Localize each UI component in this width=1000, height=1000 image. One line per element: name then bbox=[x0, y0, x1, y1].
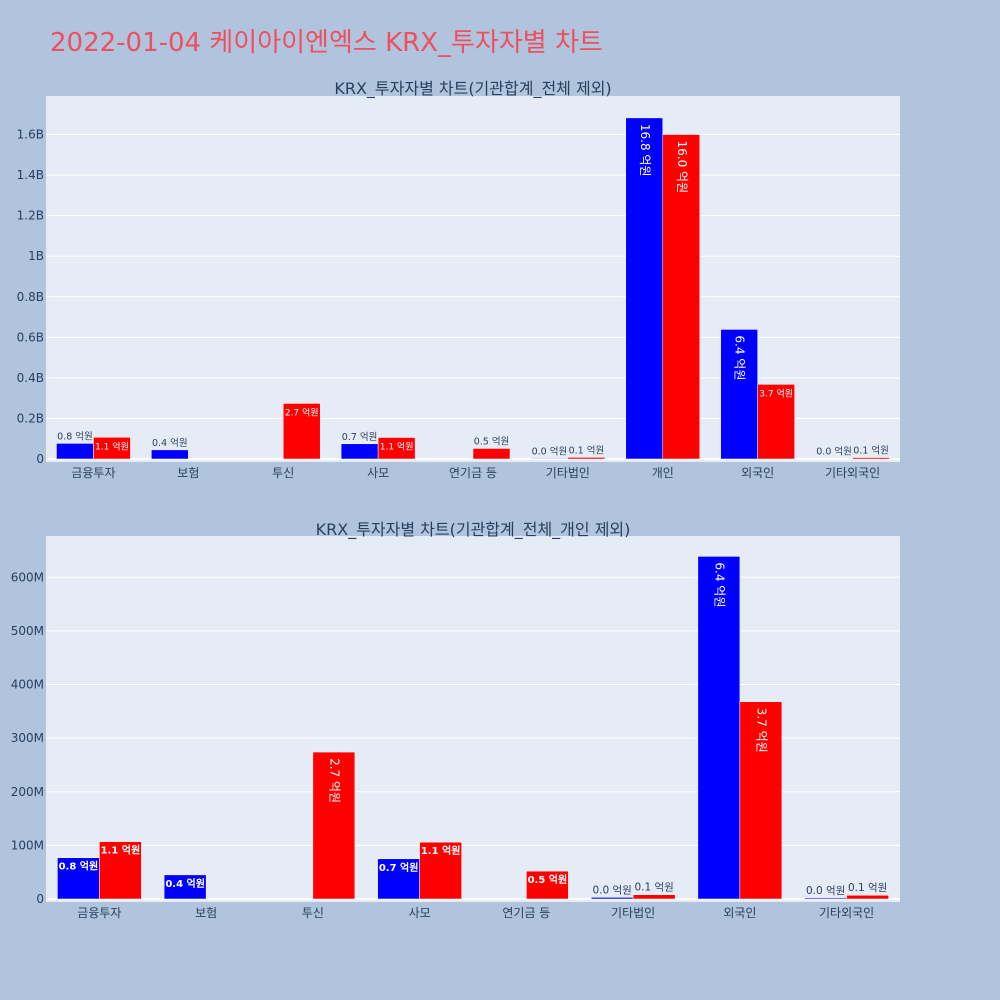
y-tick-label: 0.2B bbox=[17, 411, 44, 425]
bar bbox=[99, 841, 142, 900]
bar bbox=[526, 870, 569, 900]
data-label: 0.1 억원 bbox=[634, 882, 673, 894]
x-tick-label: 기타외국인 bbox=[825, 466, 880, 480]
y-tick-label: 0 bbox=[36, 452, 44, 466]
bar bbox=[151, 449, 189, 460]
data-label: 0.5 억원 bbox=[474, 435, 510, 447]
x-tick-label: 금융투자 bbox=[77, 906, 121, 920]
data-label: 3.7 억원 bbox=[759, 387, 793, 399]
data-label: 1.1 억원 bbox=[380, 441, 414, 453]
y-tick-label: 1.4B bbox=[17, 168, 44, 182]
bar bbox=[804, 897, 847, 900]
bar bbox=[757, 384, 795, 460]
x-tick-label: 연기금 등 bbox=[502, 906, 550, 920]
chart-title: KRX_투자자별 차트(기관합계_전체 제외) bbox=[334, 79, 611, 99]
y-tick-label: 1.2B bbox=[17, 209, 44, 223]
chart-1: 0 0.2B 0.4B 0.6B 0.8B 1B 1.2B 1.4B 1.6B KRX_투자자별 … bbox=[17, 79, 900, 480]
y-tick-label: 500M bbox=[11, 624, 44, 638]
y-tick-label: 0.4B bbox=[17, 371, 44, 385]
x-tick-label: 외국인 bbox=[723, 906, 756, 920]
data-label: 1.1 억원 bbox=[421, 844, 461, 857]
bar bbox=[419, 841, 462, 900]
x-tick-label: 기타외국인 bbox=[819, 906, 874, 920]
bar bbox=[625, 117, 664, 460]
data-label: 0.1 억원 bbox=[848, 882, 887, 894]
data-label: 1.1 억원 bbox=[95, 440, 129, 452]
y-tick-label: 1B bbox=[28, 249, 44, 263]
data-label: 1.1 억원 bbox=[101, 844, 141, 857]
y-tick-label: 100M bbox=[11, 838, 44, 852]
y-tick-label: 0.6B bbox=[17, 330, 44, 344]
bar bbox=[312, 751, 356, 900]
data-label: 0.8 억원 bbox=[57, 430, 93, 442]
bar bbox=[163, 874, 207, 900]
data-label: 3.7 억원 bbox=[754, 708, 768, 753]
chart-title: KRX_투자자별 차트(기관합계_전체_개인 제외) bbox=[316, 520, 631, 540]
y-tick-label: 0.8B bbox=[17, 290, 44, 304]
data-label: 0.0 억원 bbox=[532, 445, 568, 457]
y-tick-label: 300M bbox=[11, 731, 44, 745]
x-tick-label: 외국인 bbox=[741, 466, 774, 480]
x-tick-label: 금융투자 bbox=[71, 466, 115, 480]
x-tick-label: 연기금 등 bbox=[449, 466, 497, 480]
data-label: 2.7 억원 bbox=[327, 758, 341, 803]
data-label: 6.4 억원 bbox=[712, 562, 726, 607]
y-tick-label: 1.6B bbox=[17, 128, 44, 142]
x-tick-label: 개인 bbox=[652, 466, 674, 480]
y-tick-label: 200M bbox=[11, 785, 44, 799]
bar bbox=[530, 458, 569, 460]
data-label: 0.0 억원 bbox=[806, 885, 845, 897]
data-label: 0.8 억원 bbox=[59, 860, 99, 873]
x-tick-label: 보험 bbox=[195, 906, 217, 920]
x-tick-label: 사모 bbox=[409, 906, 431, 920]
bar bbox=[590, 897, 634, 900]
bar bbox=[56, 443, 94, 460]
data-label: 0.0 억원 bbox=[816, 446, 852, 458]
data-label: 0.4 억원 bbox=[152, 437, 188, 449]
x-tick-label: 기타법인 bbox=[546, 466, 590, 480]
bar bbox=[852, 457, 890, 460]
data-label: 0.1 억원 bbox=[569, 444, 605, 456]
x-tick-label: 투신 bbox=[302, 906, 324, 920]
data-label: 0.7 억원 bbox=[342, 431, 378, 443]
data-label: 2.7 억원 bbox=[285, 406, 319, 418]
y-tick-label: 0 bbox=[36, 892, 44, 906]
bar bbox=[632, 894, 676, 900]
bar bbox=[567, 457, 606, 460]
bar bbox=[739, 701, 783, 900]
data-label: 16.8 억원 bbox=[638, 124, 652, 177]
bar bbox=[340, 443, 379, 460]
data-label: 16.0 억원 bbox=[675, 141, 689, 194]
data-label: 6.4 억원 bbox=[733, 335, 747, 380]
bar bbox=[282, 403, 321, 460]
data-label: 0.5 억원 bbox=[528, 873, 568, 886]
chart-2: 0 100M 200M 300M 400M 500M 600M KRX_투자자별 차트(기관합… bbox=[11, 520, 900, 920]
bar bbox=[846, 894, 889, 900]
data-label: 0.0 억원 bbox=[592, 884, 631, 896]
bar bbox=[472, 448, 511, 460]
bar bbox=[697, 556, 741, 900]
bar bbox=[377, 437, 416, 460]
data-label: 0.1 억원 bbox=[853, 445, 889, 457]
x-tick-label: 투신 bbox=[272, 466, 294, 480]
y-tick-label: 400M bbox=[11, 678, 44, 692]
bar bbox=[377, 858, 420, 900]
x-tick-label: 사모 bbox=[367, 466, 389, 480]
y-tick-label: 600M bbox=[11, 570, 44, 584]
bar bbox=[93, 437, 131, 460]
x-tick-label: 기타법인 bbox=[611, 906, 655, 920]
data-label: 0.4 억원 bbox=[165, 877, 205, 890]
bar bbox=[662, 134, 701, 460]
x-tick-label: 보험 bbox=[177, 466, 199, 480]
data-label: 0.7 억원 bbox=[379, 861, 419, 874]
page-title: 2022-01-04 케이아이엔엑스 KRX_투자자별 차트 bbox=[50, 28, 603, 58]
